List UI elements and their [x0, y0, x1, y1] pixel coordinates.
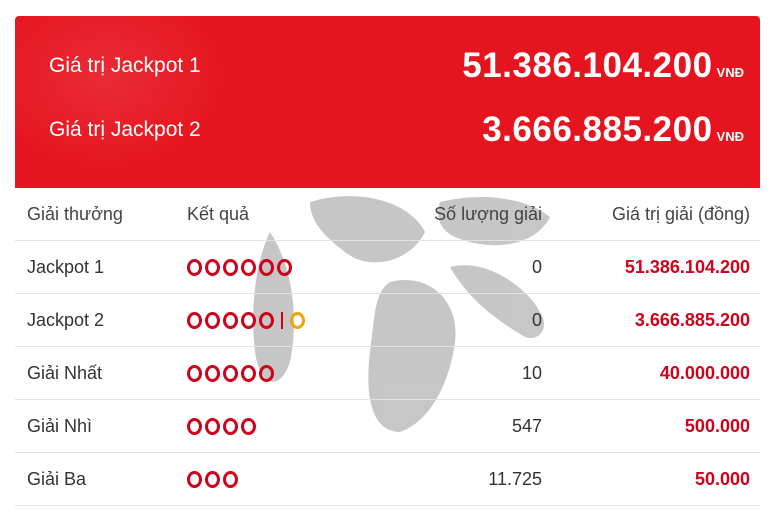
table-row: Jackpot 1 0 51.386.104.200 — [15, 240, 760, 294]
ball-icon — [205, 470, 220, 488]
jackpot-2-label: Giá trị Jackpot 2 — [49, 118, 201, 141]
jackpot-2-amount: 3.666.885.200 — [482, 110, 713, 149]
ball-icon — [223, 364, 238, 382]
prize-table: Giải thưởng Kết quả Số lượng giải Giá tr… — [15, 188, 760, 506]
bonus-ball-icon — [290, 311, 305, 329]
result-balls — [187, 293, 402, 347]
ball-icon — [259, 311, 274, 329]
ball-icon — [187, 364, 202, 382]
ball-icon — [187, 417, 202, 435]
prize-count: 547 — [402, 399, 542, 453]
jackpot-1-amount: 51.386.104.200 — [462, 46, 713, 85]
jackpot-1-value: 51.386.104.200 VNĐ — [462, 46, 744, 86]
table-row: Giải Ba 11.725 50.000 — [15, 452, 760, 506]
prize-name: Jackpot 1 — [15, 240, 187, 294]
prize-value: 40.000.000 — [542, 346, 760, 400]
banner-glow — [15, 16, 235, 176]
ball-icon — [223, 258, 238, 276]
table-row: Giải Nhất 10 40.000.000 — [15, 346, 760, 400]
prize-name: Jackpot 2 — [15, 293, 187, 347]
results-panel: Giá trị Jackpot 1 51.386.104.200 VNĐ Giá… — [15, 16, 760, 506]
prize-count: 11.725 — [402, 452, 542, 506]
ball-icon — [277, 258, 292, 276]
ball-icon — [241, 364, 256, 382]
ball-icon — [241, 417, 256, 435]
header-value: Giá trị giải (đồng) — [542, 188, 760, 241]
table-row: Giải Nhì 547 500.000 — [15, 399, 760, 453]
table-header-row: Giải thưởng Kết quả Số lượng giải Giá tr… — [15, 188, 760, 241]
prize-name: Giải Nhất — [15, 346, 187, 400]
prize-name: Giải Nhì — [15, 399, 187, 453]
prize-value: 3.666.885.200 — [542, 293, 760, 347]
prize-count: 10 — [402, 346, 542, 400]
header-result: Kết quả — [187, 188, 402, 241]
header-count: Số lượng giải — [402, 188, 542, 241]
result-balls — [187, 399, 402, 453]
prize-name: Giải Ba — [15, 452, 187, 506]
jackpot-2-unit: VNĐ — [716, 129, 744, 144]
prize-value: 51.386.104.200 — [542, 240, 760, 294]
table-row: Jackpot 2 0 3.666.885.200 — [15, 293, 760, 347]
prize-value: 500.000 — [542, 399, 760, 453]
ball-icon — [259, 364, 274, 382]
jackpot-2-value: 3.666.885.200 VNĐ — [482, 110, 744, 150]
header-prize: Giải thưởng — [15, 188, 187, 241]
result-balls — [187, 452, 402, 506]
prize-value: 50.000 — [542, 452, 760, 506]
jackpot-1-label: Giá trị Jackpot 1 — [49, 54, 201, 77]
ball-icon — [223, 470, 238, 488]
ball-icon — [205, 311, 220, 329]
ball-icon — [223, 417, 238, 435]
jackpot-1-row: Giá trị Jackpot 1 51.386.104.200 VNĐ — [49, 36, 744, 96]
jackpot-2-row: Giá trị Jackpot 2 3.666.885.200 VNĐ — [49, 100, 744, 160]
jackpot-1-unit: VNĐ — [716, 65, 744, 80]
ball-icon — [241, 311, 256, 329]
result-balls — [187, 346, 402, 400]
ball-icon — [187, 258, 202, 276]
ball-icon — [205, 364, 220, 382]
ball-icon — [223, 311, 238, 329]
ball-icon — [241, 258, 256, 276]
ball-icon — [205, 258, 220, 276]
separator-bar — [281, 311, 283, 329]
ball-icon — [205, 417, 220, 435]
ball-icon — [187, 311, 202, 329]
prize-count: 0 — [402, 240, 542, 294]
jackpot-banner: Giá trị Jackpot 1 51.386.104.200 VNĐ Giá… — [15, 16, 760, 188]
ball-icon — [259, 258, 274, 276]
prize-count: 0 — [402, 293, 542, 347]
result-balls — [187, 240, 402, 294]
ball-icon — [187, 470, 202, 488]
